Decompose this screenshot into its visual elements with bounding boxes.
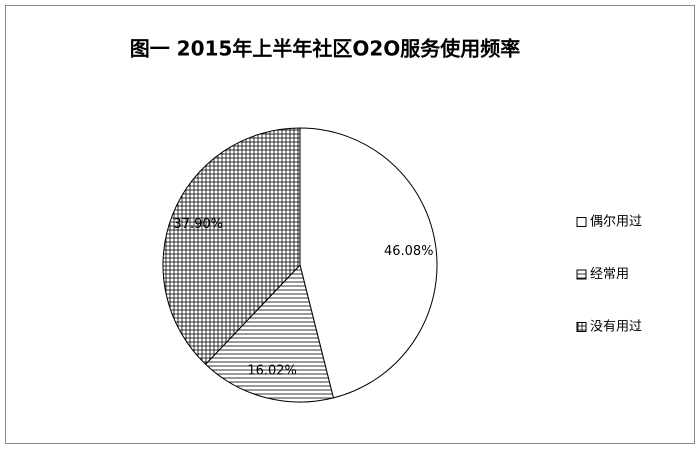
pie-slice [204,263,335,403]
data-label: 16.02% [247,364,297,379]
legend-swatch [576,217,587,227]
data-label: 46.08% [384,244,434,259]
pie-slice [299,127,438,399]
legend-label: 没有用过 [590,320,642,335]
legend-swatch [576,269,587,280]
chart-title: 图一 2015年上半年社区O2O服务使用频率 [130,37,521,61]
legend-swatch [576,322,587,332]
pie-slice [162,127,301,365]
legend-label: 经常用 [590,267,629,282]
data-label: 37.90% [173,217,223,232]
legend-label: 偶尔用过 [590,215,642,230]
